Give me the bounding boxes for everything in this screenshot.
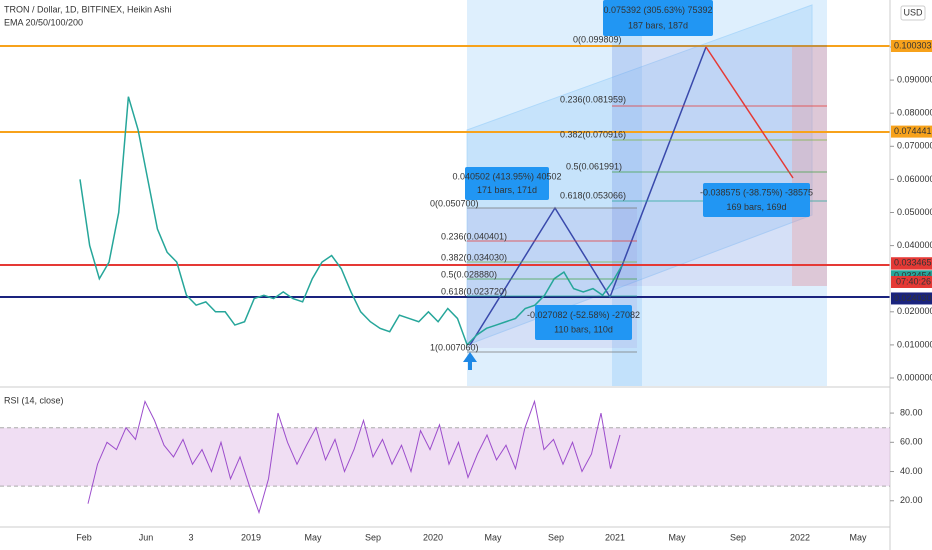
measure-line1: 0.040502 (413.95%) 40502 (452, 171, 561, 181)
x-tick-label: Sep (365, 532, 381, 542)
measure-box (465, 167, 549, 200)
x-tick-label: 3 (188, 532, 193, 542)
fib-label: 0.382(0.070916) (560, 129, 626, 139)
measure-line2: 171 bars, 171d (477, 185, 537, 195)
currency: USD (903, 7, 923, 17)
x-tick-label: May (484, 532, 502, 542)
price-label-bg (891, 257, 932, 270)
y-tick-label: 0.040000 (897, 240, 932, 250)
x-tick-label: May (304, 532, 322, 542)
price-label: 0.100303 (894, 40, 932, 50)
price-label: 0.033454 (894, 271, 932, 281)
x-tick-label: May (849, 532, 867, 542)
fib-label: 0.5(0.028880) (441, 269, 497, 279)
measure-line1: -0.027082 (-52.58%) -27082 (527, 310, 640, 320)
measure-line2: 110 bars, 110d (554, 325, 613, 335)
measure-box (703, 183, 810, 217)
y-tick-label: 0.060000 (897, 174, 932, 184)
rsi-tick-label: 20.00 (900, 495, 923, 505)
fib-label: 0.382(0.034030) (441, 252, 507, 262)
title: TRON / Dollar, 1D, BITFINEX, Heikin Ashi (4, 4, 172, 14)
fib-label: 0(0.099809) (573, 34, 622, 44)
measure-line1: 0.075392 (305.63%) 75392 (603, 5, 712, 15)
wave-down (705, 46, 794, 179)
rsi-tick-label: 60.00 (900, 437, 923, 447)
x-tick-label: Sep (548, 532, 564, 542)
x-tick-label: 2020 (423, 532, 443, 542)
countdown-bg (891, 276, 932, 288)
arrow-icon (463, 352, 477, 370)
measure-line2: 187 bars, 187d (628, 20, 688, 30)
price-label: 0.033465 (894, 258, 932, 268)
price-label: 0.024030 (894, 293, 932, 303)
indicator: EMA 20/50/100/200 (4, 17, 83, 27)
price-label-bg (891, 39, 932, 52)
fib-label: 0(0.050700) (430, 198, 479, 208)
y-tick-label: 0.000000 (897, 372, 932, 382)
fib-label: 0.5(0.061991) (566, 161, 622, 171)
fib-label: 0.236(0.040401) (441, 231, 507, 241)
fib-zone-red (792, 46, 827, 286)
measure-line2: 169 bars, 169d (726, 202, 786, 212)
measure-box (535, 305, 632, 340)
currency-button[interactable] (900, 5, 926, 21)
x-tick-label: Jun (139, 532, 154, 542)
y-tick-label: 0.010000 (897, 339, 932, 349)
fib-zone (612, 46, 827, 286)
x-tick-label: 2021 (605, 532, 625, 542)
y-tick-label: 0.080000 (897, 108, 932, 118)
fib-label: 1(0.007060) (430, 342, 479, 352)
y-tick-label: 0.050000 (897, 207, 932, 217)
x-tick-label: 2022 (790, 532, 810, 542)
price-label-bg (891, 292, 932, 305)
x-tick-label: Sep (730, 532, 746, 542)
x-tick-label: Feb (76, 532, 92, 542)
y-tick-label: 0.090000 (897, 74, 932, 84)
measure-line1: -0.038575 (-38.75%) -38575 (700, 188, 813, 198)
x-tick-label: 2019 (241, 532, 261, 542)
fib-label: 0.618(0.053066) (560, 190, 626, 200)
y-tick-label: 0.020000 (897, 306, 932, 316)
price-label: 0.074441 (894, 126, 932, 136)
price-label-bg (891, 125, 932, 138)
rsi-line (87, 399, 621, 515)
y-tick-label: 0.070000 (897, 141, 932, 151)
price-line (79, 96, 623, 347)
countdown: 07:40:26 (896, 276, 931, 286)
rsi-tick-label: 80.00 (900, 407, 923, 417)
fib-label: 0.618(0.023720) (441, 286, 507, 296)
fib-label: 0.236(0.081959) (560, 94, 626, 104)
measure-box (603, 0, 713, 36)
rsi-band (0, 427, 890, 487)
rsi-tick-label: 40.00 (900, 466, 923, 476)
x-tick-label: May (668, 532, 686, 542)
rsi-title: RSI (14, close) (4, 395, 64, 405)
